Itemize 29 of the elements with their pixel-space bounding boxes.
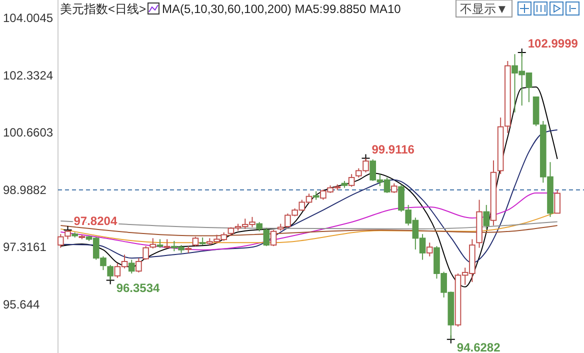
annotation: 不显示▼ — [460, 2, 508, 16]
candlestick — [136, 258, 142, 273]
annotation: 102.9999 — [528, 36, 578, 50]
annotation: 99.9116 — [372, 142, 415, 156]
candlestick — [554, 189, 560, 214]
y-tick-label: 97.3161 — [3, 240, 47, 254]
line-series — [60, 225, 558, 236]
candlestick — [256, 222, 262, 232]
y-tick-label: 104.0045 — [3, 11, 54, 26]
y-tick-label: 98.9882 — [3, 182, 47, 197]
candlestick — [426, 242, 433, 257]
annotation: 94.6282 — [456, 340, 501, 353]
y-tick-label: 100.6603 — [3, 126, 54, 140]
candlestick — [58, 234, 64, 248]
y-tick-label: 95.644 — [3, 298, 40, 312]
candlestick — [128, 259, 135, 274]
chart-title: 美元指数<日线> — [60, 2, 146, 16]
candlestick — [483, 204, 490, 230]
candlestick — [270, 229, 277, 247]
candlestick — [390, 182, 398, 194]
candlestick — [263, 227, 270, 247]
chart-subtitle: MA(5,10,30,60,100,200) MA5:99.8850 MA10 — [162, 2, 402, 16]
annotation: 96.3534 — [116, 281, 160, 296]
candlestick — [348, 174, 355, 188]
candlestick — [150, 238, 156, 249]
candlestick — [164, 238, 170, 249]
candlestick — [142, 246, 149, 260]
candlestick — [192, 236, 199, 247]
y-tick-label: 102.3324 — [3, 68, 54, 82]
